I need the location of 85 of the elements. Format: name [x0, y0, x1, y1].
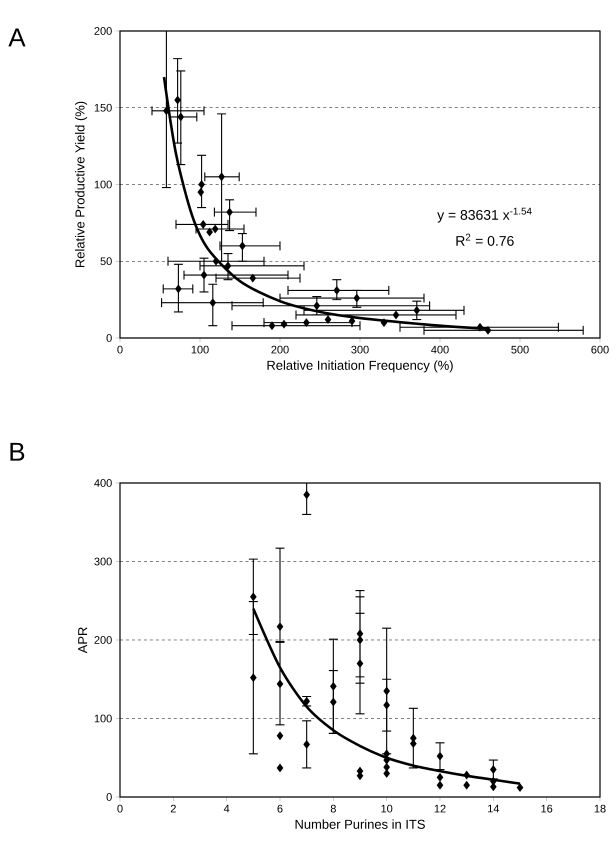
x-tick-label: 6 [278, 804, 283, 813]
annotation: y = 83631 x$^{-1.54}$ [437, 208, 532, 223]
point [330, 698, 337, 706]
y-tick-label: 200 [94, 636, 112, 644]
point [174, 96, 181, 104]
y-tick-label: 0 [106, 793, 112, 801]
y-axis-title: APR [78, 627, 88, 654]
point [353, 294, 360, 302]
point [392, 310, 400, 320]
x-tick-label: 14 [488, 804, 500, 812]
x-tick-label: 200 [271, 346, 289, 354]
x-tick-label: 100 [192, 346, 209, 354]
chart-title: B [10, 442, 24, 461]
y-tick-label: 100 [94, 180, 112, 188]
x-tick-label: 16 [541, 804, 552, 813]
point [175, 284, 182, 294]
point [250, 673, 257, 682]
y-tick-label: 150 [94, 104, 112, 112]
point [484, 326, 492, 335]
point [200, 220, 207, 229]
point [226, 208, 233, 217]
x-tick-label: 4 [224, 804, 230, 812]
point [276, 680, 284, 688]
point [303, 490, 310, 500]
point [303, 740, 310, 749]
point [436, 752, 444, 761]
point [330, 682, 337, 691]
point [313, 301, 320, 310]
point [436, 772, 444, 782]
point [380, 318, 388, 328]
x-tick-label: 18 [594, 804, 606, 813]
y-tick-label: 50 [100, 257, 112, 266]
x-tick-label: 300 [351, 346, 369, 354]
x-tick-label: 0 [117, 804, 123, 813]
point [212, 256, 220, 266]
x-tick-label: 0 [117, 346, 123, 354]
x-tick-label: 12 [434, 804, 446, 812]
chart-title: A [8, 28, 26, 46]
point [250, 592, 257, 602]
x-tick-label: 2 [170, 804, 176, 812]
point [356, 659, 364, 668]
annotation: R$^{2}$ = 0.76 [456, 234, 514, 246]
point [276, 731, 284, 740]
point [224, 261, 232, 270]
point [249, 274, 256, 283]
y-tick-label: 0 [106, 334, 112, 342]
point [177, 112, 184, 122]
point [212, 224, 219, 234]
point [463, 780, 470, 790]
point [383, 686, 390, 696]
x-axis-title: Relative Initiation Frequency (%) [267, 360, 453, 372]
point [463, 770, 470, 780]
point [206, 228, 213, 236]
point [516, 783, 524, 792]
x-tick-label: 600 [591, 346, 609, 354]
point [303, 318, 310, 328]
y-axis-title: Relative Productive Yield (%) [75, 102, 88, 268]
point [356, 636, 364, 644]
y-tick-label: 200 [94, 27, 112, 35]
point [197, 188, 204, 197]
x-tick-label: 500 [511, 346, 529, 354]
point [200, 270, 208, 280]
point [383, 700, 390, 710]
x-axis-title: Number Purines in ITS [296, 819, 425, 829]
point [268, 321, 276, 330]
point [218, 172, 225, 182]
point [476, 322, 484, 332]
point [280, 320, 288, 329]
point [324, 315, 332, 324]
point [276, 764, 284, 772]
point [436, 780, 444, 790]
y-tick-label: 100 [94, 714, 112, 722]
point [383, 769, 390, 778]
x-tick-label: 8 [330, 804, 336, 813]
point [276, 622, 284, 632]
point [209, 298, 216, 308]
x-tick-label: 10 [381, 804, 392, 813]
point [333, 286, 340, 295]
x-tick-label: 400 [431, 346, 449, 354]
point [413, 306, 420, 315]
y-tick-label: 400 [94, 479, 112, 487]
point [198, 180, 205, 189]
point [239, 242, 246, 250]
y-tick-label: 300 [94, 558, 112, 566]
point [490, 765, 497, 774]
